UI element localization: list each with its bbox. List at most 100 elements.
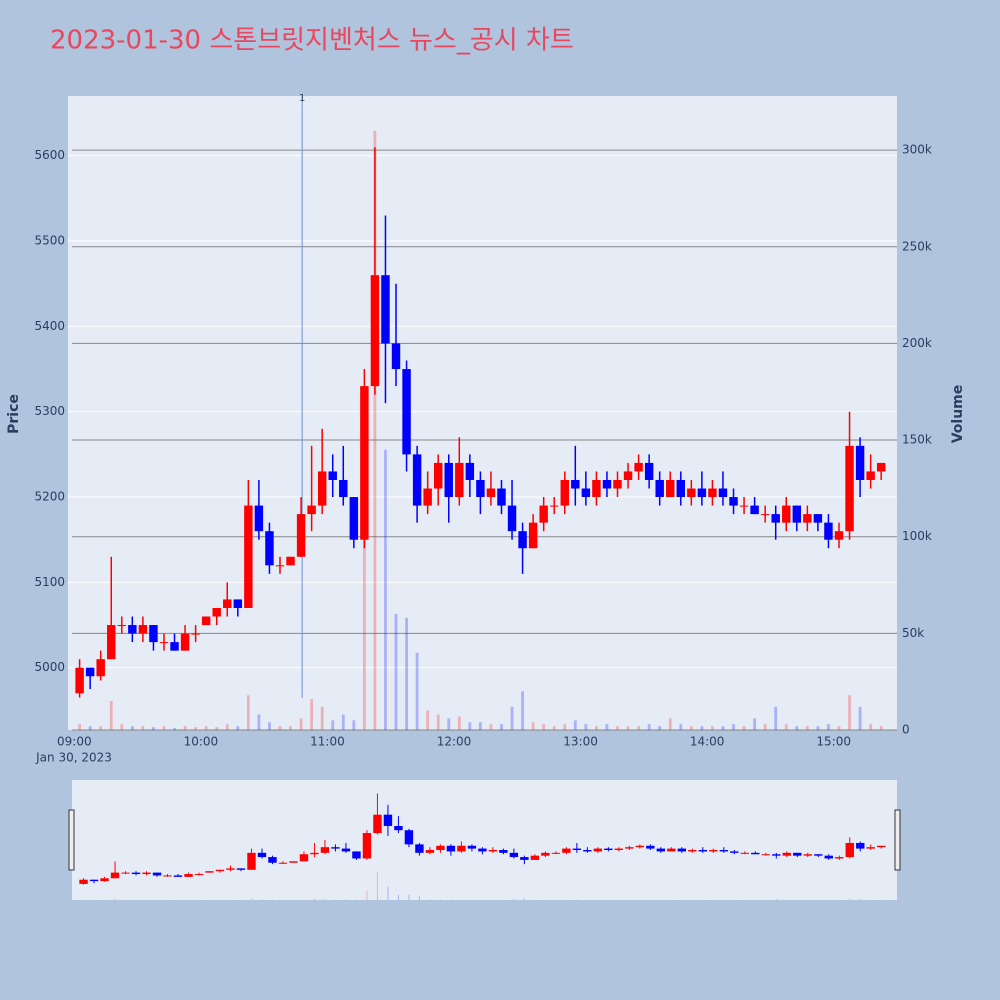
- volume-bar: [183, 726, 187, 730]
- mini-body: [499, 850, 508, 853]
- candle-body: [507, 505, 517, 532]
- volume-bar: [595, 726, 598, 730]
- mini-body: [236, 868, 246, 870]
- volume-bar: [531, 722, 535, 730]
- mini-body: [278, 862, 288, 864]
- mini-body: [194, 874, 204, 876]
- y-tick-label: 5300: [34, 404, 65, 418]
- volume-bar: [647, 724, 651, 730]
- candle-body: [497, 488, 506, 506]
- volume-bar: [784, 724, 788, 730]
- mini-volume: [366, 890, 368, 900]
- volume-bar: [426, 710, 430, 730]
- mini-body: [593, 848, 603, 852]
- mini-body: [488, 850, 498, 852]
- volume-bar: [795, 726, 799, 730]
- y2-tick-label: 100k: [902, 529, 932, 543]
- mini-body: [341, 848, 351, 852]
- volume-bar: [679, 724, 683, 730]
- volume-bar: [468, 722, 472, 730]
- candle-body: [571, 479, 580, 489]
- mini-volume: [775, 898, 777, 900]
- mini-volume: [460, 899, 462, 900]
- range-slider[interactable]: [72, 780, 897, 900]
- candle-body: [149, 625, 158, 643]
- mini-body: [509, 852, 519, 858]
- mini-volume: [849, 898, 851, 900]
- volume-bar: [721, 726, 725, 730]
- mini-body: [688, 850, 697, 852]
- mini-body: [824, 855, 833, 859]
- candle-body: [518, 531, 527, 549]
- mini-body: [404, 830, 414, 845]
- range-handle-left[interactable]: [68, 809, 75, 871]
- candle-body: [85, 667, 95, 677]
- y2-tick-label: 200k: [902, 336, 932, 350]
- mini-body: [719, 850, 729, 852]
- candle-body: [845, 445, 854, 532]
- mini-body: [257, 852, 267, 858]
- volume-bar: [658, 726, 662, 730]
- candle-body: [655, 479, 664, 498]
- volume-bar: [869, 724, 873, 730]
- mini-body: [772, 854, 781, 856]
- y-tick-label: 5000: [34, 660, 65, 674]
- mini-body: [814, 854, 823, 856]
- mini-body: [142, 872, 151, 875]
- volume-bar: [162, 726, 166, 730]
- mini-volume: [324, 898, 326, 900]
- volume-bar: [141, 726, 145, 730]
- mini-body: [184, 874, 193, 877]
- volume-bar: [573, 720, 577, 730]
- mini-volume: [408, 894, 410, 900]
- mini-body: [226, 868, 235, 870]
- volume-bar: [584, 724, 588, 730]
- volume-bar: [194, 727, 198, 730]
- x-tick-label: 14:00: [690, 735, 725, 749]
- candle-body: [275, 565, 285, 567]
- y-tick-label: 5600: [34, 148, 65, 162]
- candle-body: [349, 497, 359, 540]
- candle-body: [592, 479, 601, 498]
- candle-body: [560, 479, 569, 506]
- candle-body: [855, 445, 865, 480]
- volume-bar: [521, 691, 524, 730]
- mini-body: [310, 852, 319, 855]
- candle-body: [697, 488, 707, 498]
- mini-body: [614, 848, 624, 851]
- mini-body: [730, 851, 739, 853]
- candle-body: [191, 633, 200, 635]
- candle-body: [244, 505, 253, 608]
- volume-bar: [88, 726, 92, 730]
- volume-bar: [405, 617, 408, 730]
- x-tick-label: 13:00: [563, 735, 598, 749]
- mini-body: [572, 848, 582, 851]
- volume-bar: [563, 724, 567, 730]
- candle-body: [433, 462, 443, 489]
- x-tick-label: 12:00: [437, 735, 472, 749]
- mini-volume: [387, 886, 389, 900]
- volume-bar: [668, 718, 672, 730]
- mini-body: [877, 845, 886, 848]
- volume-bar: [711, 726, 714, 730]
- volume-bar: [447, 718, 451, 730]
- mini-volume: [754, 899, 756, 900]
- mini-body: [79, 879, 88, 884]
- candle-body: [381, 275, 390, 344]
- volume-bar: [109, 701, 113, 730]
- mini-volume: [114, 898, 116, 900]
- mini-body: [247, 852, 256, 870]
- annotation-text: 1: [299, 93, 305, 104]
- candle-body: [602, 479, 612, 489]
- volume-bar: [742, 726, 746, 730]
- candle-body: [455, 462, 464, 498]
- mini-volume: [859, 898, 861, 900]
- candle-body: [476, 479, 485, 498]
- range-handle-right[interactable]: [894, 809, 901, 871]
- candle-body: [666, 479, 675, 498]
- volume-bar: [394, 614, 398, 730]
- candle-body: [391, 343, 401, 370]
- volume-bar: [848, 695, 851, 730]
- mini-volume: [439, 899, 441, 900]
- mini-body: [121, 872, 130, 874]
